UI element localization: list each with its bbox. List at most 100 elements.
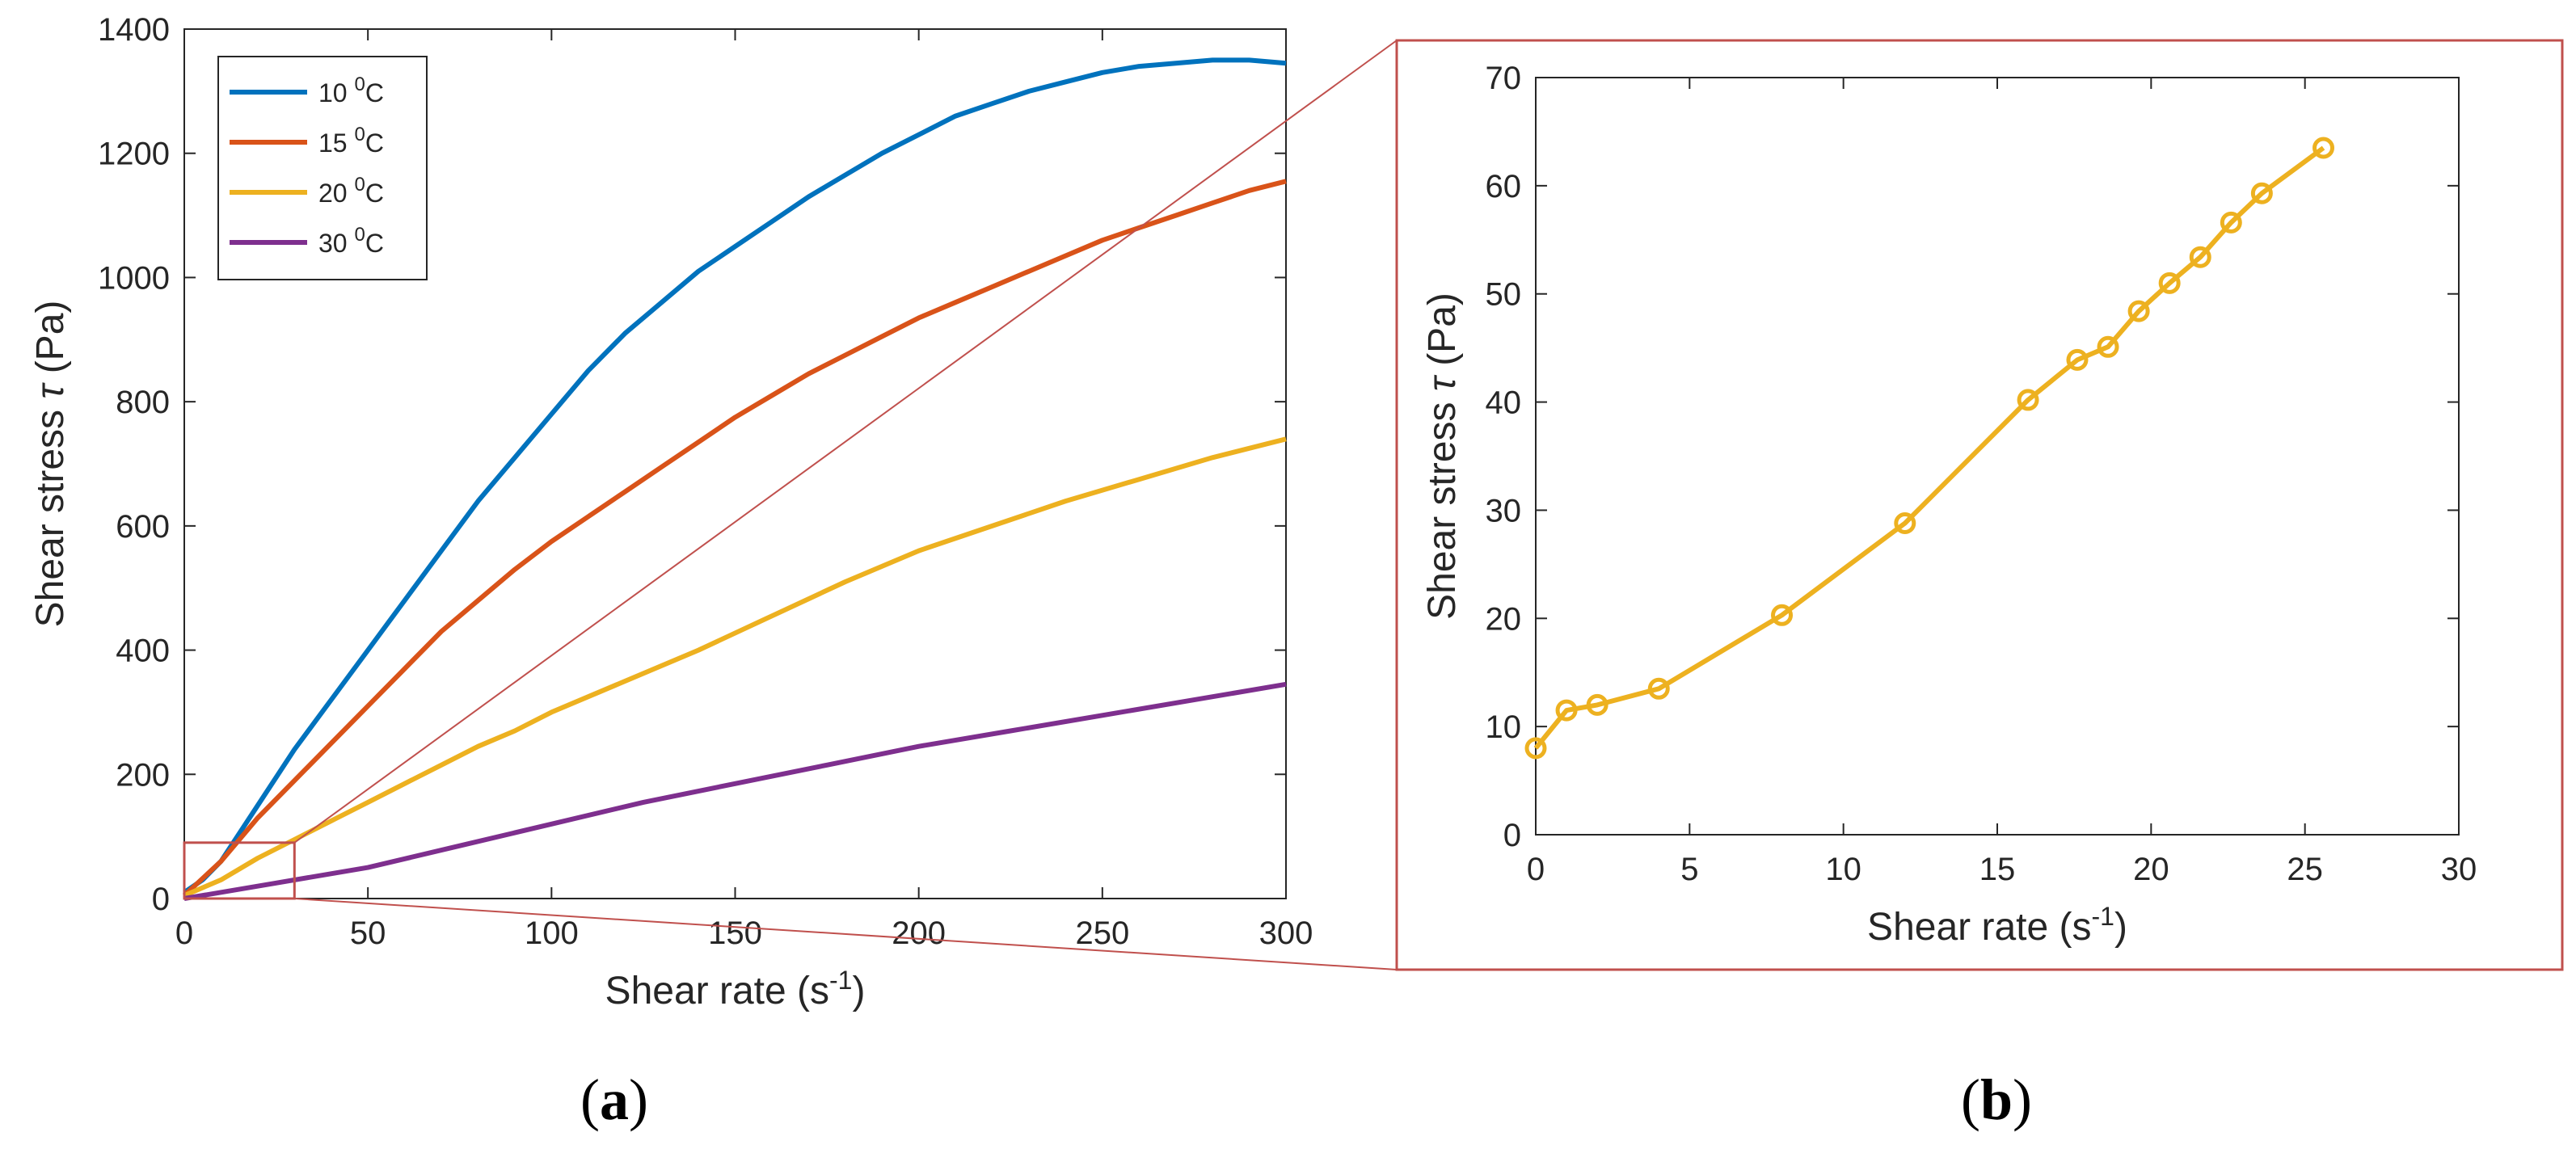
panel-a-y-tick-labels: 0 200 400 600 800 1000 1200 1400 xyxy=(98,12,170,917)
zoom-connector-bottom xyxy=(294,898,1398,970)
b-y-tick-label: 30 xyxy=(1486,493,1522,528)
legend-label-end: C xyxy=(365,229,384,258)
panel-a-y-axis-title-main: Shear stress xyxy=(29,399,72,628)
b-x-tick-label: 25 xyxy=(2287,852,2323,887)
panel-b-zoom-frame xyxy=(1395,39,2564,971)
panel-a-zoom-region-box xyxy=(183,841,296,900)
panel-a-x-axis-title: Shear rate (s-1) xyxy=(605,966,866,1012)
b-data-point xyxy=(2220,211,2242,234)
a-y-tick-label: 400 xyxy=(116,634,170,669)
b-data-point xyxy=(1586,693,1608,716)
a-y-tick-label: 200 xyxy=(116,757,170,793)
panel-a-chart: 0 50 100 150 200 250 300 020040060080010001200… xyxy=(29,12,1313,1012)
panel-label-b-letter: b xyxy=(1980,1067,2013,1132)
panel-a-x-axis-title-main: Shear rate (s xyxy=(605,970,829,1012)
b-x-tick-label: 5 xyxy=(1680,852,1698,887)
b-data-point xyxy=(2158,272,2181,294)
a-x-tick-label: 250 xyxy=(1075,916,1129,951)
a-y-tick-label: 1000 xyxy=(98,260,170,296)
legend-item: 15 0C xyxy=(230,124,384,158)
zoom-connector-top xyxy=(293,40,1398,844)
panel-label-a-letter: a xyxy=(600,1067,629,1132)
panel-a-y-axis-title-symbol: τ xyxy=(29,382,72,399)
panel-b-plot-area xyxy=(1535,77,2460,836)
b-y-tick-label: 50 xyxy=(1486,277,1522,313)
legend-label-end: C xyxy=(365,128,384,158)
b-data-point xyxy=(2127,300,2150,322)
a-x-tick-label: 100 xyxy=(525,916,579,951)
a-series-line-30C xyxy=(183,681,1287,901)
legend-label-main: 20 xyxy=(318,179,354,208)
panel-label-b-close: ) xyxy=(2013,1067,2032,1132)
legend-label: 30 0C xyxy=(318,224,384,258)
a-series-line-10C xyxy=(183,57,1287,894)
panel-label-b: (b) xyxy=(1961,1067,2032,1132)
a-x-tick-label: 0 xyxy=(175,916,193,951)
b-series-line-20C xyxy=(1533,145,2325,750)
zoom-connector-lines xyxy=(293,40,1398,970)
panel-a-y-axis-title: Shear stress τ (Pa) xyxy=(29,301,72,628)
panel-b-y-tick-labels: 0 10 20 30 40 50 60 70 xyxy=(1486,61,1522,853)
a-x-tick-label: 50 xyxy=(350,916,386,951)
b-data-point xyxy=(1647,677,1670,700)
legend-item: 20 0C xyxy=(230,174,384,208)
legend-label-main: 30 xyxy=(318,229,354,258)
panel-b-series-group xyxy=(1524,137,2335,760)
b-data-point xyxy=(2017,389,2039,411)
legend-label-sup: 0 xyxy=(354,124,365,145)
b-x-tick-label: 0 xyxy=(1527,852,1545,887)
panel-label-a-close: ) xyxy=(629,1067,648,1132)
a-y-tick-label: 1400 xyxy=(98,12,170,48)
a-y-tick-label: 1200 xyxy=(98,137,170,172)
legend-label-main: 15 xyxy=(318,128,354,158)
panel-b-chart: 0 5 10 15 20 25 30 0 10 20 30 40 50 60 70 Shear rate … xyxy=(1421,61,2477,949)
panel-b-x-axis-title-sup: -1 xyxy=(2092,902,2114,931)
b-data-point xyxy=(2189,246,2211,268)
panel-label-a: (a) xyxy=(580,1067,648,1132)
panel-b-x-tick-labels: 0 5 10 15 20 25 30 xyxy=(1527,852,2477,887)
panel-a-x-axis-title-end: ) xyxy=(852,970,865,1012)
b-x-tick-label: 10 xyxy=(1825,852,1861,887)
legend-label-sup: 0 xyxy=(354,74,365,95)
panel-label-b-open: ( xyxy=(1961,1067,1980,1132)
b-data-point xyxy=(2312,137,2335,159)
panel-b-tick-marks xyxy=(1535,77,2460,836)
a-series-line-15C xyxy=(182,179,1287,898)
panel-b-x-axis-title: Shear rate (s-1) xyxy=(1867,902,2127,949)
b-data-point xyxy=(1524,737,1547,760)
b-y-tick-label: 10 xyxy=(1486,709,1522,745)
legend-label-end: C xyxy=(365,78,384,107)
b-y-tick-label: 40 xyxy=(1486,385,1522,421)
legend-label-end: C xyxy=(365,179,384,208)
b-data-point xyxy=(2097,335,2119,358)
panel-b-y-axis-title-main: Shear stress xyxy=(1421,391,1464,620)
legend-item: 10 0C xyxy=(230,74,384,107)
a-y-tick-label: 0 xyxy=(152,882,170,917)
b-x-tick-label: 15 xyxy=(1979,852,2016,887)
b-data-point xyxy=(2066,348,2089,371)
b-data-point xyxy=(1894,511,1916,534)
a-x-tick-label: 200 xyxy=(892,916,946,951)
panel-b-y-axis-title-end: (Pa) xyxy=(1421,293,1464,377)
a-y-tick-label: 800 xyxy=(116,385,170,420)
panel-a-x-tick-labels: 0 50 100 150 200 250 300 xyxy=(175,916,1313,951)
b-y-tick-label: 70 xyxy=(1486,61,1522,96)
a-y-tick-label: 600 xyxy=(116,509,170,545)
panel-a-x-axis-title-sup: -1 xyxy=(829,966,852,995)
panel-label-a-open: ( xyxy=(580,1067,600,1132)
b-data-point xyxy=(1771,604,1794,626)
panel-b-x-axis-title-end: ) xyxy=(2114,906,2127,949)
panel-b-y-axis-title-symbol: τ xyxy=(1421,374,1464,391)
legend-label: 15 0C xyxy=(318,124,384,158)
b-y-tick-label: 0 xyxy=(1503,818,1521,853)
b-data-point xyxy=(2250,182,2273,204)
a-x-tick-label: 300 xyxy=(1259,916,1313,951)
b-x-tick-label: 20 xyxy=(2133,852,2169,887)
b-y-tick-label: 60 xyxy=(1486,169,1522,204)
b-x-tick-label: 30 xyxy=(2441,852,2477,887)
b-y-tick-label: 20 xyxy=(1486,601,1522,637)
panel-b-x-axis-title-main: Shear rate (s xyxy=(1867,906,2091,949)
